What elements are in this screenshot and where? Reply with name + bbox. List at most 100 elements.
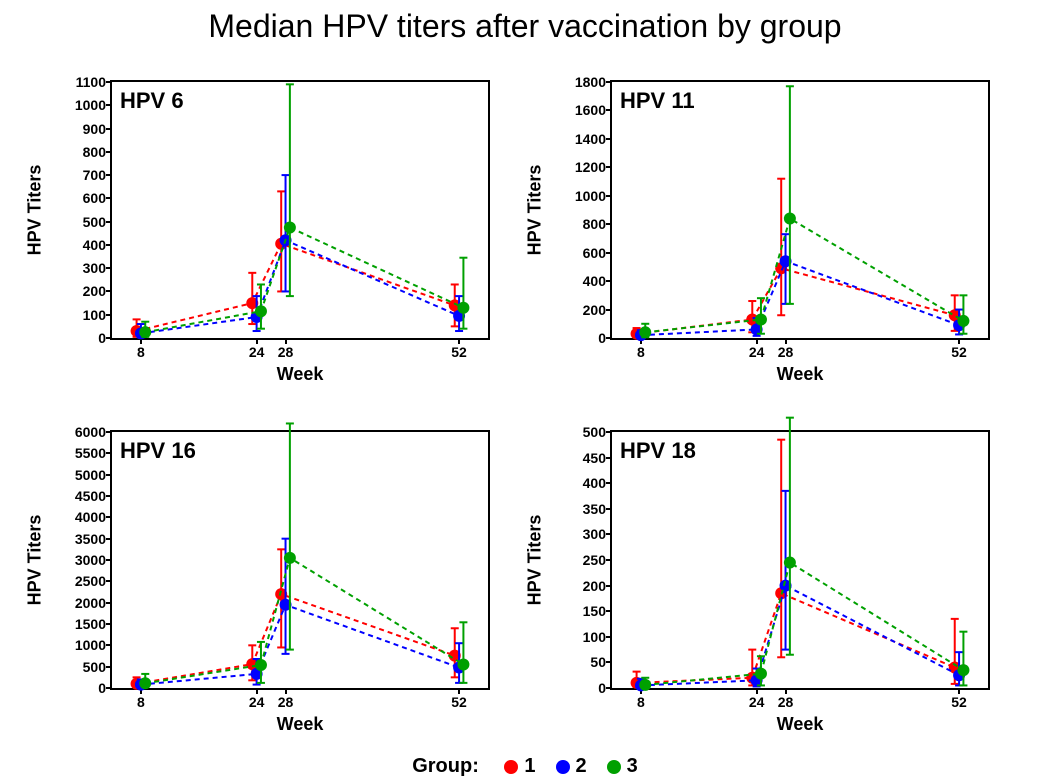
y-axis-label: HPV Titers bbox=[25, 515, 46, 606]
plot-area: 0500100015002000250030003500400045005000… bbox=[110, 430, 490, 690]
data-point bbox=[457, 659, 469, 671]
y-tick-label: 200 bbox=[83, 283, 112, 299]
series-line-group-2 bbox=[141, 605, 459, 685]
x-tick-label: 24 bbox=[749, 338, 765, 360]
main-title: Median HPV titers after vaccination by g… bbox=[0, 8, 1050, 45]
x-axis-label: Week bbox=[777, 364, 824, 385]
y-tick-label: 1000 bbox=[575, 188, 612, 204]
data-point bbox=[457, 302, 469, 314]
data-point bbox=[139, 677, 151, 689]
y-tick-label: 1500 bbox=[75, 616, 112, 632]
x-tick-label: 24 bbox=[249, 338, 265, 360]
data-point bbox=[784, 557, 796, 569]
y-tick-label: 150 bbox=[583, 603, 612, 619]
series-line-group-1 bbox=[137, 244, 455, 331]
legend-text-group-2: 2 bbox=[576, 755, 587, 777]
y-tick-label: 100 bbox=[83, 307, 112, 323]
y-tick-label: 800 bbox=[83, 144, 112, 160]
legend-label: Group: bbox=[412, 755, 479, 777]
x-tick-label: 52 bbox=[451, 338, 467, 360]
series-line-group-1 bbox=[637, 268, 955, 333]
data-point bbox=[957, 664, 969, 676]
series-line-group-2 bbox=[141, 240, 459, 333]
series-line-group-3 bbox=[145, 558, 463, 683]
x-axis-label: Week bbox=[277, 714, 324, 735]
y-tick-label: 1200 bbox=[575, 159, 612, 175]
x-tick-label: 24 bbox=[249, 688, 265, 710]
y-tick-label: 500 bbox=[83, 214, 112, 230]
y-axis-label: HPV Titers bbox=[25, 165, 46, 256]
data-point bbox=[139, 326, 151, 338]
series-line-group-1 bbox=[637, 593, 955, 683]
data-point bbox=[755, 314, 767, 326]
data-point bbox=[957, 315, 969, 327]
panel-hpv11: HPV TitersWeekHPV 1102004006008001000120… bbox=[540, 60, 1010, 390]
y-tick-label: 1600 bbox=[575, 102, 612, 118]
y-tick-label: 500 bbox=[83, 659, 112, 675]
y-tick-label: 3500 bbox=[75, 531, 112, 547]
x-tick-label: 28 bbox=[278, 338, 294, 360]
y-tick-label: 4500 bbox=[75, 488, 112, 504]
x-tick-label: 8 bbox=[137, 688, 145, 710]
plot-svg bbox=[612, 432, 988, 688]
y-tick-label: 700 bbox=[83, 167, 112, 183]
plot-svg bbox=[612, 82, 988, 338]
y-tick-label: 2500 bbox=[75, 573, 112, 589]
y-tick-label: 1400 bbox=[575, 131, 612, 147]
panel-hpv18: HPV TitersWeekHPV 1805010015020025030035… bbox=[540, 410, 1010, 740]
y-tick-label: 5500 bbox=[75, 445, 112, 461]
data-point bbox=[284, 552, 296, 564]
data-point bbox=[284, 221, 296, 233]
y-tick-label: 500 bbox=[583, 424, 612, 440]
panel-hpv16: HPV TitersWeekHPV 1605001000150020002500… bbox=[40, 410, 510, 740]
y-axis-label: HPV Titers bbox=[525, 165, 546, 256]
legend: Group: 1 2 3 bbox=[0, 755, 1050, 778]
x-tick-label: 28 bbox=[778, 338, 794, 360]
x-tick-label: 28 bbox=[778, 688, 794, 710]
y-tick-label: 400 bbox=[583, 475, 612, 491]
data-point bbox=[255, 305, 267, 317]
y-tick-label: 50 bbox=[590, 654, 612, 670]
legend-text-group-3: 3 bbox=[627, 755, 638, 777]
y-tick-label: 800 bbox=[583, 216, 612, 232]
y-tick-label: 300 bbox=[583, 526, 612, 542]
y-tick-label: 0 bbox=[598, 330, 612, 346]
x-tick-label: 52 bbox=[951, 338, 967, 360]
series-line-group-3 bbox=[645, 563, 963, 685]
y-tick-label: 900 bbox=[83, 121, 112, 137]
data-point bbox=[255, 659, 267, 671]
data-point bbox=[639, 326, 651, 338]
y-tick-label: 2000 bbox=[75, 595, 112, 611]
y-tick-label: 1800 bbox=[575, 74, 612, 90]
x-axis-label: Week bbox=[277, 364, 324, 385]
y-axis-label: HPV Titers bbox=[525, 515, 546, 606]
y-tick-label: 100 bbox=[583, 629, 612, 645]
series-line-group-2 bbox=[641, 261, 959, 335]
data-point bbox=[784, 213, 796, 225]
plot-area: 0100200300400500600700800900100011008242… bbox=[110, 80, 490, 340]
y-tick-label: 400 bbox=[83, 237, 112, 253]
legend-dot-group-1 bbox=[504, 760, 518, 774]
plot-area: 0200400600800100012001400160018008242852 bbox=[610, 80, 990, 340]
y-tick-label: 600 bbox=[83, 190, 112, 206]
y-tick-label: 350 bbox=[583, 501, 612, 517]
plot-area: 0501001502002503003504004505008242852 bbox=[610, 430, 990, 690]
x-tick-label: 52 bbox=[451, 688, 467, 710]
y-tick-label: 0 bbox=[98, 680, 112, 696]
y-tick-label: 250 bbox=[583, 552, 612, 568]
figure-root: Median HPV titers after vaccination by g… bbox=[0, 0, 1050, 782]
y-tick-label: 1000 bbox=[75, 637, 112, 653]
x-tick-label: 52 bbox=[951, 688, 967, 710]
y-tick-label: 0 bbox=[598, 680, 612, 696]
x-tick-label: 8 bbox=[637, 338, 645, 360]
plot-svg bbox=[112, 82, 488, 338]
legend-text-group-1: 1 bbox=[524, 755, 535, 777]
data-point bbox=[755, 668, 767, 680]
x-tick-label: 28 bbox=[278, 688, 294, 710]
panel-hpv6: HPV TitersWeekHPV 6010020030040050060070… bbox=[40, 60, 510, 390]
y-tick-label: 0 bbox=[98, 330, 112, 346]
x-axis-label: Week bbox=[777, 714, 824, 735]
plot-svg bbox=[112, 432, 488, 688]
y-tick-label: 6000 bbox=[75, 424, 112, 440]
y-tick-label: 5000 bbox=[75, 467, 112, 483]
